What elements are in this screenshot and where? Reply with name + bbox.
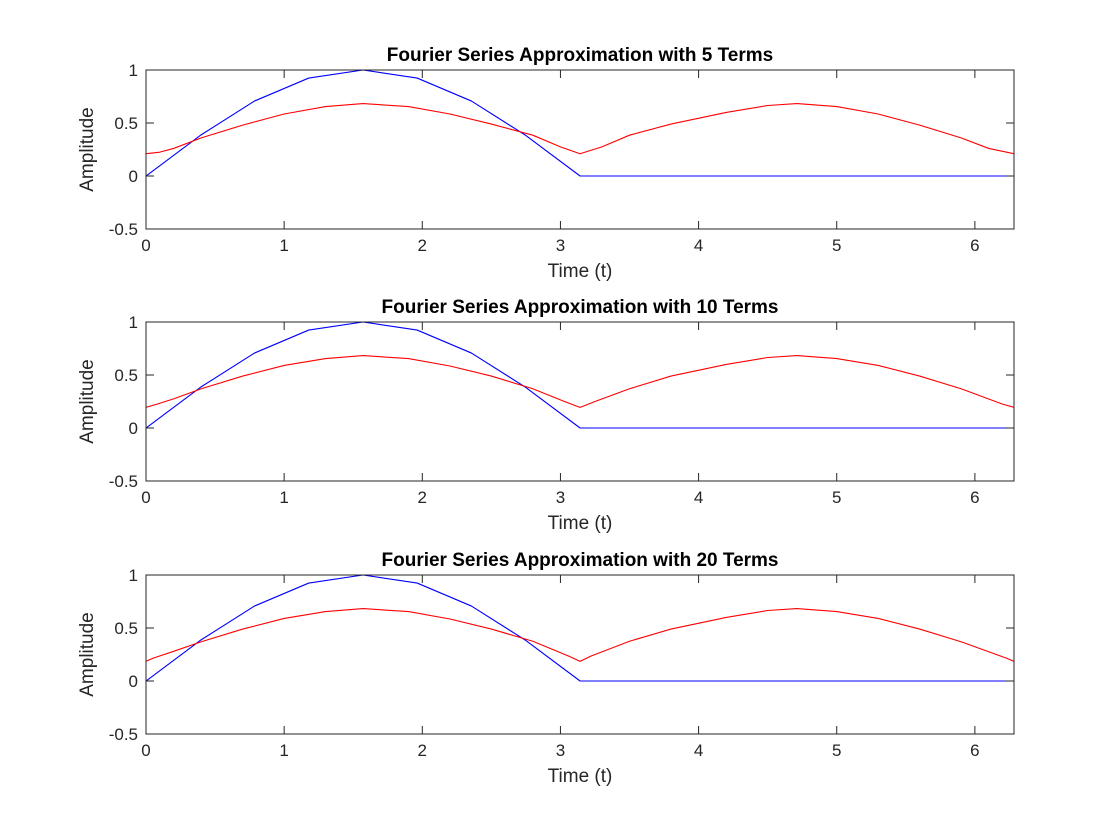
x-tick-label: 2 — [418, 488, 427, 507]
x-tick-label: 3 — [556, 741, 565, 760]
x-axis-label: Time (t) — [548, 513, 613, 534]
series-line-2 — [146, 355, 1014, 408]
x-tick-label: 5 — [832, 236, 841, 255]
x-tick-label: 3 — [556, 236, 565, 255]
x-tick-label: 2 — [418, 741, 427, 760]
x-tick-label: 6 — [970, 488, 979, 507]
y-tick-label: -0.5 — [109, 472, 138, 491]
x-tick-label: 0 — [141, 488, 150, 507]
series-line-2 — [146, 608, 1014, 662]
series-line-1 — [146, 322, 1014, 429]
axes-box — [145, 574, 1015, 735]
x-tick-label: 6 — [970, 741, 979, 760]
series-line-1 — [146, 70, 1014, 177]
x-axis-label: Time (t) — [548, 766, 613, 787]
x-tick-label: 6 — [970, 236, 979, 255]
y-tick-label: -0.5 — [109, 220, 138, 239]
x-tick-label: 2 — [418, 236, 427, 255]
series-group — [146, 322, 1014, 429]
y-axis-label: Amplitude — [77, 612, 98, 697]
y-tick-label: 1 — [129, 313, 138, 332]
x-tick-label: 5 — [832, 741, 841, 760]
x-axis-label: Time (t) — [548, 261, 613, 282]
series-line-1 — [146, 575, 1014, 682]
y-tick-label: -0.5 — [109, 725, 138, 744]
y-tick-label: 1 — [129, 61, 138, 80]
y-tick-label: 0.5 — [114, 619, 138, 638]
x-tick-label: 0 — [141, 236, 150, 255]
x-tick-label: 4 — [694, 488, 703, 507]
series-group — [146, 70, 1014, 177]
x-tick-label: 4 — [694, 236, 703, 255]
y-tick-label: 0 — [129, 419, 138, 438]
x-tick-label: 1 — [279, 236, 288, 255]
x-tick-label: 5 — [832, 488, 841, 507]
y-tick-label: 1 — [129, 566, 138, 585]
chart-title: Fourier Series Approximation with 10 Ter… — [382, 297, 779, 318]
x-tick-label: 1 — [279, 488, 288, 507]
y-tick-label: 0.5 — [114, 366, 138, 385]
y-tick-label: 0 — [129, 167, 138, 186]
y-axis-label: Amplitude — [77, 359, 98, 444]
x-tick-label: 0 — [141, 741, 150, 760]
series-group — [146, 575, 1014, 682]
chart-title: Fourier Series Approximation with 5 Term… — [387, 45, 773, 66]
y-tick-label: 0 — [129, 672, 138, 691]
axes-box — [145, 321, 1015, 482]
y-tick-label: 0.5 — [114, 114, 138, 133]
axes-box — [145, 69, 1015, 230]
x-tick-label: 4 — [694, 741, 703, 760]
x-tick-label: 1 — [279, 741, 288, 760]
y-axis-label: Amplitude — [77, 107, 98, 192]
x-tick-label: 3 — [556, 488, 565, 507]
chart-title: Fourier Series Approximation with 20 Ter… — [382, 550, 779, 571]
series-line-2 — [146, 103, 1014, 155]
